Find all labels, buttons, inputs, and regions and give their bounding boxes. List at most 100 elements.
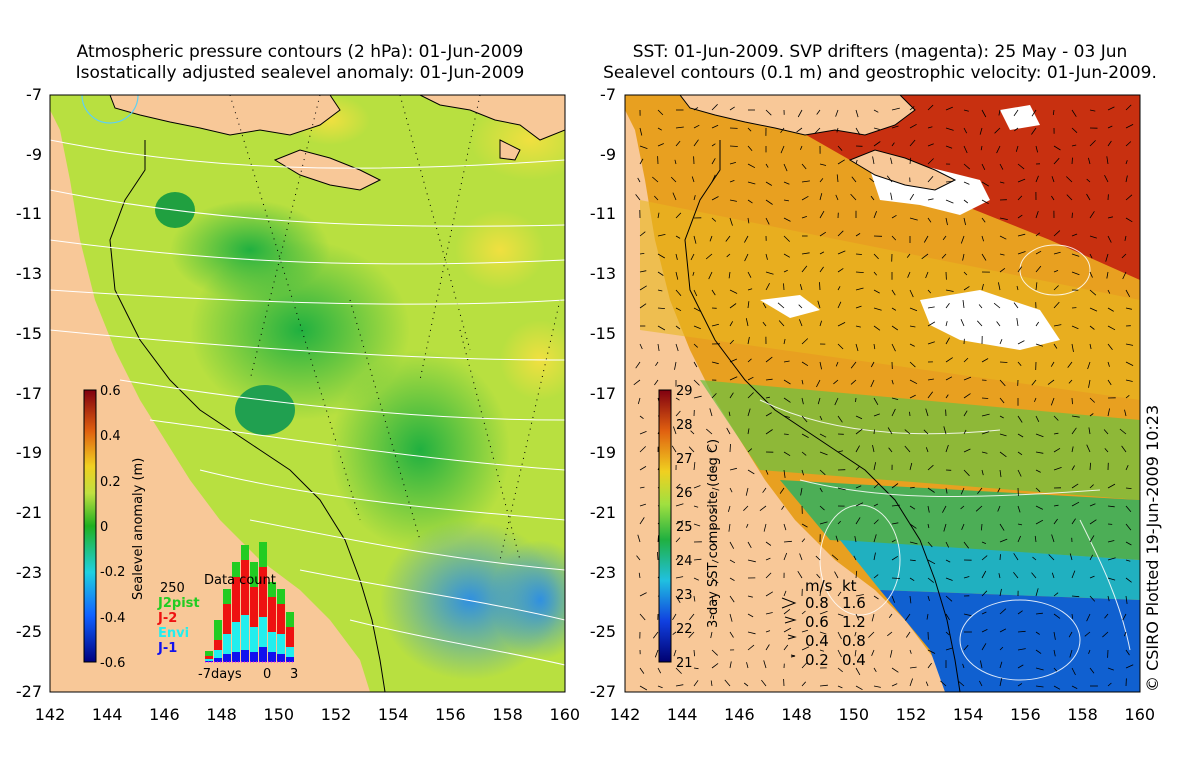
velocity-arrow — [999, 451, 1007, 458]
velocity-arrow — [1125, 559, 1131, 562]
velocity-arrow — [1017, 361, 1022, 366]
y-tick-left: -9 — [26, 144, 42, 164]
velocity-arrow — [963, 271, 968, 276]
right-title-line1: SST: 01-Jun-2009. SVP drifters (magenta)… — [632, 42, 1128, 62]
velocity-arrow — [639, 415, 644, 420]
velocity-arrow — [797, 109, 803, 118]
velocity-arrow — [836, 127, 839, 133]
velocity-arrow — [639, 127, 643, 136]
velocity-arrow — [835, 194, 839, 201]
velocity-arrow — [783, 338, 786, 345]
velocity-arrow — [1035, 210, 1039, 219]
velocity-arrow — [709, 613, 713, 619]
velocity-arrow — [801, 523, 808, 528]
velocity-arrow — [871, 649, 875, 656]
velocity-arrow — [693, 307, 702, 313]
vel-header-kt: kt — [842, 577, 857, 595]
velocity-arrow — [729, 577, 735, 581]
velocity-arrow — [657, 253, 666, 259]
velocity-arrow — [799, 283, 803, 291]
velocity-arrow — [999, 163, 1004, 170]
histogram-bar — [250, 562, 258, 587]
velocity-arrow — [891, 595, 895, 603]
velocity-arrow — [639, 503, 647, 507]
velocity-arrow — [945, 217, 948, 226]
velocity-arrow — [837, 613, 844, 617]
velocity-arrow — [1107, 595, 1110, 602]
velocity-arrow — [800, 487, 803, 496]
data-count-title: Data count — [204, 573, 276, 588]
velocity-arrow — [855, 667, 861, 676]
velocity-arrow — [1035, 433, 1044, 438]
velocity-arrow — [873, 141, 881, 147]
velocity-arrow — [783, 590, 787, 597]
histogram-bar — [250, 627, 258, 652]
velocity-arrow — [747, 199, 753, 204]
velocity-arrow — [693, 289, 698, 297]
velocity-arrow — [819, 521, 828, 525]
velocity-arrow — [945, 394, 949, 399]
velocity-arrow — [779, 487, 785, 494]
velocity-arrow — [1053, 285, 1059, 291]
histogram-bar — [277, 589, 285, 604]
velocity-arrow — [999, 588, 1002, 597]
velocity-arrow — [801, 433, 809, 438]
velocity-arrow — [636, 555, 641, 561]
x-tick-right: 142 — [609, 705, 641, 724]
velocity-arrow — [747, 595, 753, 598]
velocity-arrow — [728, 505, 731, 513]
velocity-arrow — [801, 681, 807, 687]
velocity-arrow — [1017, 469, 1022, 477]
velocity-arrow — [765, 396, 770, 399]
velocity-arrow — [907, 271, 911, 278]
velocity-arrow — [1068, 631, 1073, 638]
velocity-arrow — [1107, 667, 1114, 671]
velocity-arrow — [783, 181, 790, 185]
velocity-arrow — [909, 106, 915, 111]
y-tick-right: -21 — [589, 502, 616, 522]
velocity-arrow — [708, 447, 713, 453]
velocity-arrow — [675, 253, 678, 260]
velocity-arrow — [743, 682, 749, 687]
velocity-arrow — [945, 321, 948, 327]
velocity-arrow — [837, 520, 841, 525]
velocity-arrow — [747, 541, 752, 548]
velocity-arrow — [999, 628, 1007, 633]
velocity-arrow — [729, 162, 737, 165]
velocity-arrow — [800, 145, 803, 150]
velocity-arrow — [657, 535, 659, 543]
velocity-arrow — [981, 590, 988, 597]
velocity-arrow — [819, 631, 827, 635]
velocity-arrow — [654, 195, 659, 201]
velocity-arrow — [873, 307, 882, 311]
velocity-arrow — [1053, 230, 1061, 237]
velocity-arrow — [891, 125, 899, 129]
velocity-arrow — [981, 643, 987, 651]
histogram-bar — [232, 577, 240, 622]
velocity-arrow — [999, 608, 1007, 615]
velocity-arrow — [868, 631, 875, 638]
histogram-bar — [286, 627, 294, 647]
velocity-arrow — [855, 466, 860, 471]
velocity-arrow — [819, 231, 827, 237]
velocity-arrow — [637, 177, 641, 183]
x-tick-left: 154 — [377, 705, 409, 724]
credit-text: © CSIRO Plotted 19-Jun-2009 10:23 — [1143, 404, 1162, 692]
velocity-arrow — [1125, 394, 1130, 399]
velocity-arrow — [942, 505, 947, 513]
velocity-arrow — [1107, 325, 1116, 331]
velocity-arrow — [729, 376, 738, 381]
velocity-arrow — [891, 235, 897, 241]
velocity-arrow — [1034, 535, 1037, 543]
velocity-arrow — [762, 487, 767, 493]
velocity-arrow — [873, 289, 880, 294]
velocity-arrow — [705, 253, 713, 260]
velocity-arrow — [783, 379, 791, 385]
velocity-arrow — [1035, 145, 1038, 153]
velocity-arrow — [744, 253, 749, 262]
velocity-arrow — [855, 127, 861, 136]
velocity-arrow — [981, 523, 983, 531]
y-tick-left: -15 — [15, 323, 42, 343]
velocity-arrow — [836, 174, 839, 183]
velocity-arrow — [887, 631, 893, 637]
